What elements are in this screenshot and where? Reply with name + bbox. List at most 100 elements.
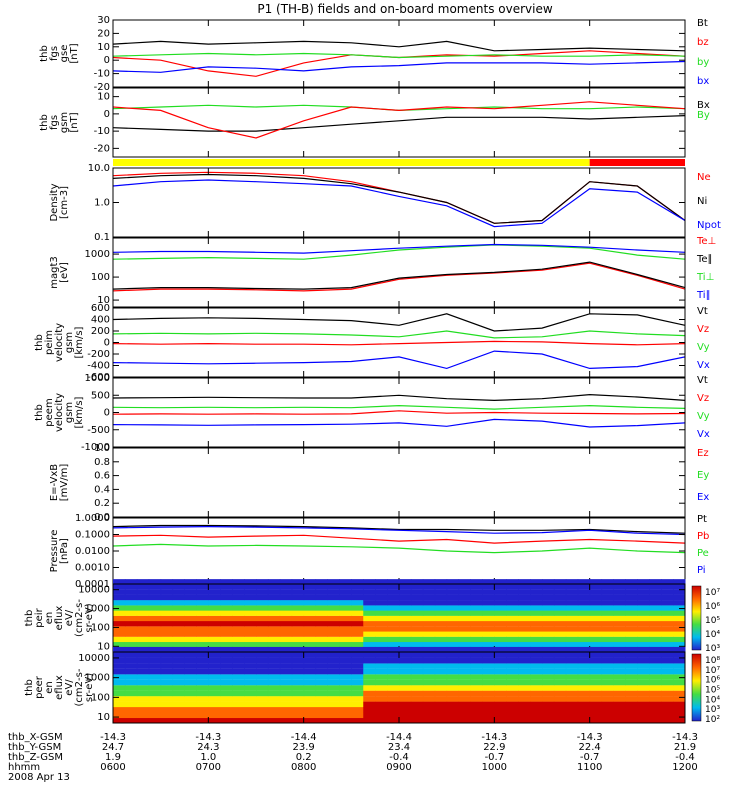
y-axis-label: (cm2-s- — [74, 668, 85, 706]
spectrogram-cell — [399, 600, 412, 606]
ephemeris-value: 0800 — [291, 762, 316, 773]
spectrogram-cell — [458, 620, 471, 627]
spectrogram-cell — [148, 636, 162, 643]
spectrogram-cell — [244, 657, 257, 664]
spectrogram-cell — [256, 610, 269, 616]
spectrogram-cell — [375, 589, 388, 595]
spectrogram-cell — [482, 636, 495, 643]
spectrogram-cell — [136, 605, 150, 611]
spectrogram-cell — [375, 579, 388, 585]
spectrogram-cell — [303, 594, 317, 601]
spectrogram-cell — [553, 668, 567, 675]
spectrogram-cell — [410, 696, 424, 702]
spectrogram-cell — [148, 646, 162, 653]
spectrogram-cell — [375, 636, 388, 643]
spectrogram-cell — [506, 584, 519, 590]
spectrogram-cell — [494, 674, 507, 680]
spectrogram-cell — [339, 707, 352, 713]
spectrogram-cell — [399, 701, 412, 708]
spectrogram-cell — [577, 605, 591, 611]
spectrogram-cell — [267, 584, 281, 590]
spectrogram-cell — [577, 707, 591, 713]
spectrogram-cell — [327, 663, 340, 669]
spectrogram-cell — [458, 685, 471, 691]
spectrogram-cell — [565, 641, 579, 648]
spectrogram-cell — [291, 690, 305, 697]
spectrogram-cell — [649, 631, 662, 637]
spectrogram-cell — [244, 663, 257, 669]
spectrogram-cell — [422, 620, 436, 627]
spectrogram-cell — [577, 589, 591, 595]
spectrogram-cell — [351, 679, 364, 686]
spectrogram-cell — [422, 579, 436, 585]
spectrogram-cell — [220, 615, 233, 622]
ephemeris-value: 1.9 — [105, 752, 121, 763]
spectrogram-cell — [589, 690, 603, 697]
spectrogram-cell — [661, 620, 674, 627]
spectrogram-cell — [637, 641, 650, 648]
spectrogram-cell — [196, 717, 209, 724]
spectrogram-cell — [232, 679, 245, 686]
spectrogram-cell — [661, 605, 674, 611]
spectrogram-cell — [637, 674, 650, 680]
spectrogram-cell — [482, 696, 495, 702]
spectrogram-cell — [458, 615, 471, 622]
spectrogram-cell — [279, 685, 293, 691]
spectrogram-cell — [577, 600, 591, 606]
spectrogram-cell — [458, 631, 471, 637]
spectrogram-cell — [208, 679, 221, 686]
spectrogram-cell — [351, 690, 364, 697]
legend-entry: Bz — [697, 0, 709, 3]
spectrogram-cell — [256, 594, 269, 601]
spectrogram-cell — [494, 679, 507, 686]
spectrogram-cell — [673, 600, 686, 606]
spectrogram-cell — [613, 636, 626, 643]
spectrogram-cell — [256, 701, 269, 708]
spectrogram-cell — [470, 696, 483, 702]
spectrogram-cell — [661, 610, 674, 616]
spectrogram-cell — [673, 690, 686, 697]
legend-entry: Pt — [697, 514, 707, 525]
spectrogram-cell — [661, 685, 674, 691]
spectrogram-cell — [530, 631, 543, 637]
spectrogram-cell — [184, 615, 197, 622]
spectrogram-cell — [637, 594, 650, 601]
ephemeris-value: 21.9 — [674, 742, 696, 753]
legend-entry: Ni — [697, 196, 707, 207]
spectrogram-cell — [256, 615, 269, 622]
spectrogram-cell — [375, 631, 388, 637]
spectrogram-cell — [518, 690, 531, 697]
spectrogram-cell — [649, 600, 662, 606]
spectrogram-cell — [613, 652, 626, 658]
spectrogram-cell — [601, 652, 614, 658]
spectrogram-cell — [530, 589, 543, 595]
spectrogram-cell — [637, 690, 650, 697]
spectrogram-cell — [577, 668, 591, 675]
spectrogram-cell — [506, 641, 519, 648]
spectrogram-cell — [601, 663, 614, 669]
spectrogram-cell — [291, 641, 305, 648]
spectrogram-cell — [553, 631, 567, 637]
spectrogram-cell — [649, 668, 662, 675]
spectrogram-cell — [196, 701, 209, 708]
spectrogram-cell — [553, 685, 567, 691]
spectrogram-cell — [661, 579, 674, 585]
spectrogram-cell — [327, 679, 340, 686]
spectrogram-cell — [458, 589, 471, 595]
spectrogram-cell — [375, 584, 388, 590]
spectrogram-cell — [613, 668, 626, 675]
series-line-Vy — [112, 330, 686, 339]
spectrogram-cell — [601, 690, 614, 697]
spectrogram-cell — [494, 579, 507, 585]
spectrogram-cell — [518, 657, 531, 664]
spectrogram-cell — [673, 668, 686, 675]
spectrogram-cell — [637, 679, 650, 686]
spectrogram-cell — [673, 712, 686, 719]
y-axis-label: [nT] — [69, 112, 80, 132]
spectrogram-cell — [351, 657, 364, 664]
y-axis-label: eV/ — [64, 609, 75, 626]
spectrogram-cell — [256, 696, 269, 702]
spectrogram-cell — [172, 717, 185, 724]
spectrogram-cell — [124, 579, 138, 585]
